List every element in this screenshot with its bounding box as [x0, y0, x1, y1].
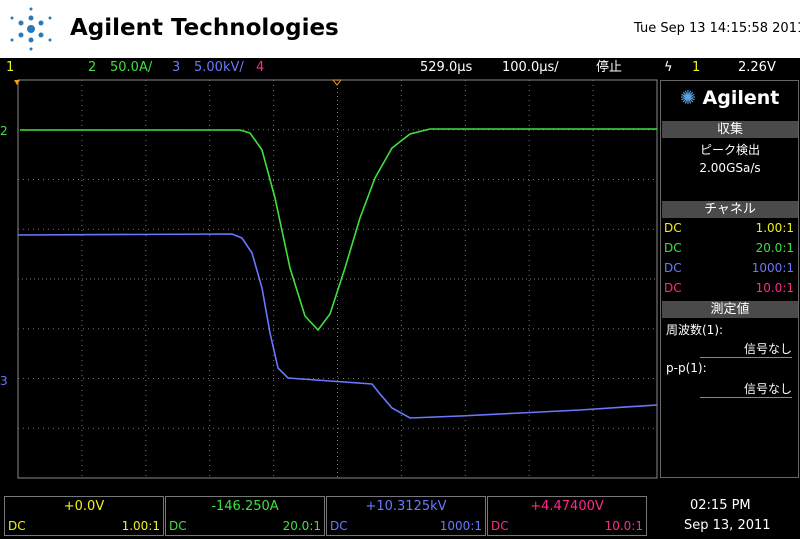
- measurements-title: 測定値: [662, 301, 798, 318]
- ch4-label: 4: [256, 60, 265, 75]
- clock-date: Sep 13, 2011: [684, 518, 771, 533]
- ch2-scale: 50.0A/: [110, 60, 153, 75]
- channel-coupling: DC: [664, 261, 682, 275]
- ch3-label: 3: [172, 60, 181, 75]
- clock-time: 02:15 PM: [690, 498, 751, 513]
- ch3-marker: 3: [0, 374, 8, 388]
- channel-probe: 10.0:1: [755, 281, 794, 295]
- side-logo: ✺ Agilent: [680, 87, 780, 109]
- acquisition-mode: ピーク検出: [699, 143, 760, 157]
- time-delay: 529.0µs: [420, 60, 473, 75]
- ch3-trace: [17, 233, 658, 419]
- channel-coupling: DC: [330, 519, 348, 533]
- ch3-scale: 5.00kV/: [194, 60, 244, 75]
- side-panel: [660, 80, 799, 478]
- channel-box: [487, 496, 647, 536]
- channel-probe: 10.0:1: [604, 519, 643, 533]
- trigger-icon: ϟ: [664, 60, 673, 75]
- measurement-label: p-p(1):: [666, 361, 707, 375]
- channel-offset: +10.3125kV: [365, 499, 447, 514]
- channels-title: チャネル: [662, 201, 798, 218]
- trigger-source: 1: [692, 60, 701, 75]
- waveform-area: 2 3: [0, 79, 658, 479]
- channel-probe: 1.00:1: [755, 221, 794, 235]
- measurement-value: 信号なし: [700, 340, 792, 358]
- channel-coupling: DC: [169, 519, 187, 533]
- ch1-label: 1: [6, 60, 15, 75]
- delay-marker: [14, 80, 20, 85]
- time-scale: 100.0µs/: [502, 60, 559, 75]
- channel-coupling: DC: [664, 241, 682, 255]
- measurement-value: 信号なし: [700, 380, 792, 398]
- channel-probe: 1000:1: [751, 261, 794, 275]
- channel-offset: +0.0V: [63, 499, 105, 514]
- datetime: Tue Sep 13 14:15:58 2011: [634, 21, 800, 36]
- channel-box: [4, 496, 164, 536]
- header: Agilent Technologies Tue Sep 13 14:15:58…: [0, 0, 800, 58]
- channel-probe: 20.0:1: [755, 241, 794, 255]
- channel-box: [165, 496, 325, 536]
- channel-coupling: DC: [664, 281, 682, 295]
- ch2-trace: [20, 128, 657, 332]
- side-logo-text: Agilent: [702, 87, 780, 109]
- brand: Agilent Technologies: [70, 15, 339, 41]
- channel-probe: 1000:1: [439, 519, 482, 533]
- trigger-level: 2.26V: [738, 60, 776, 75]
- channel-coupling: DC: [664, 221, 682, 235]
- channel-coupling: DC: [491, 519, 509, 533]
- graticule-border: [17, 79, 658, 479]
- channel-coupling: DC: [8, 519, 26, 533]
- channel-offset: -146.250A: [211, 499, 279, 514]
- measurement-label: 周波数(1):: [666, 323, 724, 337]
- acquisition-title: 収集: [662, 121, 798, 138]
- sample-rate: 2.00GSa/s: [699, 161, 761, 175]
- run-state: 停止: [596, 60, 623, 75]
- logo: [10, 7, 52, 51]
- channel-probe: 20.0:1: [282, 519, 321, 533]
- channel-offset: +4.47400V: [530, 499, 604, 514]
- channel-box: [326, 496, 486, 536]
- ch2-label: 2: [88, 60, 97, 75]
- channel-probe: 1.00:1: [121, 519, 160, 533]
- status-bar: 1 2 50.0A/ 3 5.00kV/ 4 529.0µs 100.0µs/ …: [0, 58, 800, 78]
- trigger-marker: [331, 79, 343, 86]
- ch2-marker: 2: [0, 124, 8, 138]
